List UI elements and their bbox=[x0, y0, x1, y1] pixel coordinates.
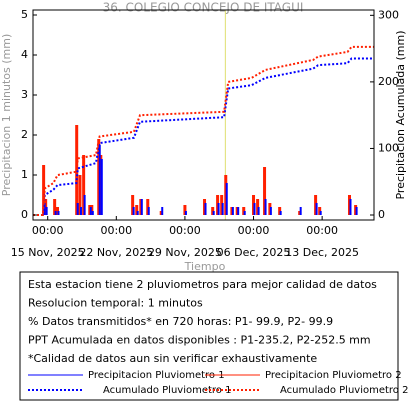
info-line: % Datos transmitidos* en 720 horas: P1- … bbox=[28, 315, 333, 328]
cumulative-line bbox=[33, 57, 374, 216]
bar bbox=[243, 211, 246, 215]
x-tick-date: 06 Dec, 2025 bbox=[217, 246, 291, 259]
bar bbox=[221, 203, 224, 215]
y2-tick-label: 300 bbox=[378, 8, 399, 21]
y2-tick-label: 100 bbox=[378, 141, 399, 154]
bar bbox=[54, 211, 57, 215]
x-tick-date: 29 Nov, 2025 bbox=[148, 246, 222, 259]
bar bbox=[43, 203, 46, 215]
bar bbox=[98, 145, 101, 215]
bar bbox=[315, 203, 318, 215]
legend-label: Precipitacion Pluviometro 2 bbox=[265, 370, 402, 381]
plot-frame bbox=[32, 9, 375, 221]
bar bbox=[184, 211, 187, 215]
bar bbox=[89, 207, 92, 215]
bar bbox=[78, 175, 82, 215]
bar bbox=[237, 207, 240, 215]
bar bbox=[161, 207, 164, 215]
y-axis-label: Precipitacion 1 minutos (mm) bbox=[0, 34, 13, 196]
bar bbox=[225, 183, 228, 215]
bar bbox=[76, 203, 79, 215]
bar bbox=[212, 211, 215, 215]
bar bbox=[57, 211, 60, 215]
bar bbox=[91, 211, 94, 215]
info-box bbox=[19, 271, 399, 401]
info-line: *Calidad de datos aun sin verificar exha… bbox=[28, 352, 317, 365]
bar bbox=[132, 207, 135, 215]
bar bbox=[319, 211, 322, 215]
bar bbox=[131, 195, 135, 215]
x-tick-date: 22 Nov, 2025 bbox=[79, 246, 153, 259]
bar bbox=[147, 207, 150, 215]
y-tick-label: 0 bbox=[21, 208, 28, 221]
y2-tick-label: 200 bbox=[378, 75, 399, 88]
plot-area bbox=[33, 10, 374, 220]
x-tick-label: 00:00 bbox=[32, 224, 64, 237]
bar bbox=[140, 199, 143, 215]
info-line: PPT Acumulada en datos disponibles : P1-… bbox=[28, 334, 371, 347]
bar bbox=[53, 199, 57, 215]
x-tick-date: 15 Nov, 2025 bbox=[11, 246, 85, 259]
bar bbox=[136, 211, 139, 215]
cumulative-line bbox=[33, 45, 374, 216]
legend-label: Acumulado Pluviometro 2 bbox=[280, 385, 408, 396]
bar bbox=[299, 207, 302, 215]
y2-tick-label: 0 bbox=[378, 208, 385, 221]
x-tick-date: 13 Dec, 2025 bbox=[285, 246, 359, 259]
bar bbox=[253, 203, 256, 215]
bar bbox=[135, 205, 139, 215]
bar bbox=[349, 199, 352, 215]
y-tick-label: 5 bbox=[21, 8, 28, 21]
bar bbox=[45, 207, 48, 215]
legend-label: Precipitacion Pluviometro 1 bbox=[88, 370, 225, 381]
y-tick-label: 1 bbox=[21, 168, 28, 181]
y2-axis-label: Precipitacion Acumulada (mm) bbox=[394, 30, 407, 199]
x-tick-label: 00:00 bbox=[169, 224, 201, 237]
info-line: Resolucion temporal: 1 minutos bbox=[28, 297, 203, 310]
x-tick-label: 00:00 bbox=[100, 224, 132, 237]
x-axis-label: Tiempo bbox=[184, 260, 226, 273]
legend-label: Acumulado Pluviometro 1 bbox=[103, 385, 231, 396]
y-tick-label: 4 bbox=[21, 48, 28, 61]
x-tick-label: 00:00 bbox=[306, 224, 338, 237]
x-tick-label: 00:00 bbox=[238, 224, 270, 237]
bar bbox=[263, 167, 267, 215]
bar bbox=[79, 207, 82, 215]
bar bbox=[204, 203, 207, 215]
bar bbox=[183, 205, 187, 215]
info-line: Esta estacion tiene 2 pluviometros para … bbox=[28, 278, 377, 291]
y-tick-label: 2 bbox=[21, 128, 28, 141]
bar bbox=[90, 205, 94, 215]
bar bbox=[83, 195, 86, 215]
bar bbox=[355, 207, 358, 215]
bar bbox=[257, 207, 260, 215]
bar bbox=[217, 203, 220, 215]
bar bbox=[231, 207, 234, 215]
bar bbox=[279, 211, 282, 215]
bar bbox=[42, 165, 46, 215]
bar bbox=[100, 159, 103, 215]
bar bbox=[269, 207, 272, 215]
bar bbox=[82, 155, 86, 215]
chart-title: 36. COLEGIO CONCEJO DE ITAGUI bbox=[103, 1, 304, 15]
bar bbox=[264, 199, 267, 215]
y-tick-label: 3 bbox=[21, 88, 28, 101]
